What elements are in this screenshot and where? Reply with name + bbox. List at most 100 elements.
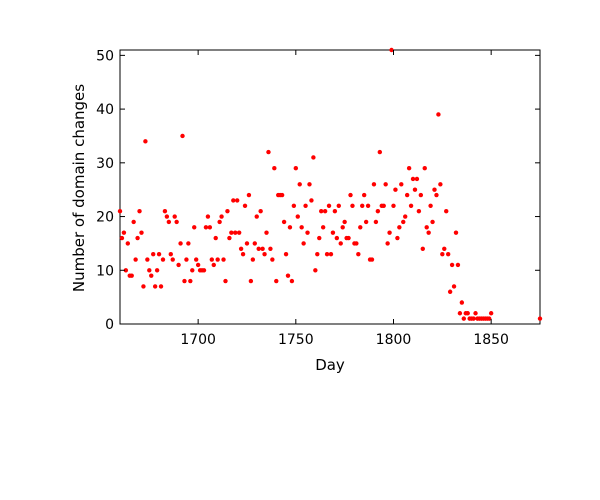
data-point — [201, 268, 207, 273]
x-tick-label: 1800 — [376, 332, 412, 348]
data-point — [338, 241, 343, 246]
data-point — [252, 241, 257, 246]
data-point — [465, 311, 470, 316]
data-point — [401, 219, 406, 225]
data-point — [313, 268, 318, 273]
data-point — [397, 225, 402, 230]
data-point — [139, 230, 144, 235]
data-point — [311, 155, 316, 160]
data-point — [358, 225, 363, 230]
data-point — [395, 235, 400, 241]
data-point — [389, 47, 394, 53]
data-point — [426, 230, 431, 235]
data-point — [223, 278, 228, 284]
data-point — [430, 219, 435, 225]
data-points — [117, 47, 543, 321]
data-point — [447, 289, 453, 294]
data-point — [117, 208, 123, 214]
data-point — [455, 262, 461, 268]
data-point — [471, 316, 476, 321]
data-point — [215, 257, 220, 262]
data-point — [340, 225, 345, 230]
x-axis-ticks: 1700 1750 1800 1850 — [180, 50, 509, 348]
data-point — [287, 225, 293, 230]
data-point — [125, 241, 131, 246]
x-tick-label: 1700 — [180, 332, 216, 348]
data-point — [289, 278, 295, 284]
data-point — [487, 316, 492, 321]
data-point — [147, 268, 152, 273]
data-point — [324, 251, 330, 257]
x-tick-label: 1850 — [473, 332, 509, 348]
data-point — [246, 192, 252, 198]
data-point — [418, 192, 424, 198]
data-point — [299, 225, 304, 230]
data-point — [240, 251, 246, 257]
data-point — [365, 203, 371, 208]
data-point — [137, 208, 142, 214]
plot-frame — [119, 49, 541, 325]
data-point — [459, 300, 465, 305]
data-point — [412, 187, 418, 192]
data-point — [387, 230, 392, 235]
data-point — [281, 219, 287, 225]
data-point — [151, 251, 156, 257]
data-point — [283, 251, 289, 257]
data-point — [238, 246, 244, 251]
data-point — [258, 208, 263, 214]
data-point — [256, 246, 261, 251]
data-point — [309, 198, 314, 203]
data-point — [369, 257, 375, 262]
data-point — [350, 203, 355, 208]
data-point — [188, 278, 193, 284]
data-point — [320, 225, 326, 230]
data-point — [162, 208, 168, 214]
data-point — [156, 251, 162, 257]
data-point — [328, 251, 334, 257]
y-tick-label: 20 — [96, 210, 114, 226]
data-point — [131, 219, 136, 225]
x-tick-label: 1750 — [278, 332, 314, 348]
data-point — [166, 219, 172, 225]
y-tick-label: 50 — [96, 48, 114, 64]
data-point — [334, 235, 340, 241]
data-point — [354, 241, 359, 246]
data-point — [260, 246, 265, 251]
data-point — [356, 251, 361, 257]
data-point — [363, 219, 369, 225]
data-point — [143, 139, 148, 144]
data-point — [295, 214, 300, 219]
data-point — [217, 219, 222, 225]
data-point — [233, 230, 238, 235]
data-point — [285, 273, 291, 278]
data-point — [170, 257, 175, 262]
data-point — [360, 203, 365, 208]
data-point — [205, 214, 211, 219]
data-point — [461, 316, 467, 321]
data-point — [422, 166, 427, 171]
data-point — [440, 251, 445, 257]
data-point — [488, 311, 494, 316]
data-point — [301, 241, 306, 246]
data-point — [272, 166, 277, 171]
data-point — [123, 268, 129, 273]
data-point — [264, 230, 269, 235]
data-point — [383, 182, 388, 187]
data-point — [381, 203, 386, 208]
data-point — [453, 230, 459, 235]
data-point — [332, 208, 338, 214]
data-point — [225, 208, 230, 214]
data-point — [227, 235, 232, 241]
data-point — [180, 133, 185, 139]
data-point — [160, 257, 166, 262]
data-point — [297, 182, 302, 187]
data-point — [336, 203, 341, 208]
data-point — [451, 284, 457, 289]
data-point — [158, 284, 164, 289]
data-point — [178, 241, 183, 246]
data-point — [121, 230, 127, 235]
data-point — [219, 214, 224, 219]
y-tick-label: 30 — [96, 156, 114, 172]
data-point — [221, 257, 226, 262]
